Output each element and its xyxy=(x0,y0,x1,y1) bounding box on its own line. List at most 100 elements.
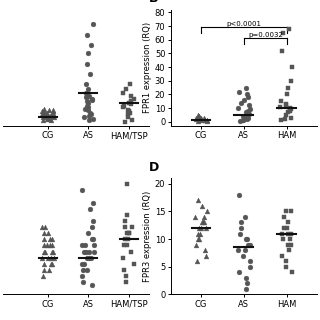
Point xyxy=(128,93,133,98)
Point xyxy=(196,114,202,119)
Point xyxy=(196,112,201,117)
Point xyxy=(286,242,291,247)
Point xyxy=(285,231,290,236)
Point xyxy=(85,108,91,113)
Point xyxy=(283,112,288,117)
Point xyxy=(124,231,129,236)
Point xyxy=(278,104,283,109)
Point xyxy=(121,255,126,260)
Point xyxy=(126,100,132,106)
Point xyxy=(281,236,286,242)
Point xyxy=(85,33,90,38)
Point xyxy=(131,261,136,266)
Point xyxy=(88,72,93,77)
Point xyxy=(125,182,130,187)
Point xyxy=(288,242,293,247)
Point xyxy=(198,231,203,236)
Point xyxy=(121,103,126,108)
Point xyxy=(125,115,131,120)
Point xyxy=(242,115,247,120)
Point xyxy=(279,118,284,123)
Point xyxy=(91,116,96,121)
Point xyxy=(42,268,47,273)
Point xyxy=(248,242,253,247)
Point xyxy=(46,108,52,113)
Point xyxy=(287,248,292,253)
Point xyxy=(245,236,250,242)
Point xyxy=(82,261,87,266)
Point xyxy=(86,113,91,118)
Point xyxy=(88,110,93,116)
Text: p<0.0001: p<0.0001 xyxy=(226,21,261,27)
Text: p=0.0032: p=0.0032 xyxy=(248,32,283,38)
Point xyxy=(40,117,45,123)
Point xyxy=(87,249,92,254)
Point xyxy=(40,255,45,260)
Point xyxy=(82,106,87,111)
Point xyxy=(48,116,53,121)
Point xyxy=(85,50,90,55)
Point xyxy=(286,220,291,225)
Point xyxy=(47,113,52,118)
Point xyxy=(247,107,252,112)
Point xyxy=(41,231,46,236)
Point xyxy=(48,243,53,248)
Point xyxy=(125,112,131,117)
Point xyxy=(47,237,52,242)
Point xyxy=(204,253,209,258)
Point xyxy=(283,209,288,214)
Point xyxy=(83,243,88,248)
Point xyxy=(46,255,51,260)
Point xyxy=(124,212,130,217)
Point xyxy=(124,280,129,285)
Point xyxy=(49,261,54,266)
Point xyxy=(279,253,284,258)
Point xyxy=(196,231,201,236)
Point xyxy=(123,219,128,224)
Point xyxy=(41,274,46,279)
Point xyxy=(288,115,293,120)
Point xyxy=(50,249,55,254)
Point xyxy=(245,108,250,113)
Point xyxy=(240,118,245,123)
Point xyxy=(49,255,54,260)
Point xyxy=(42,113,47,118)
Point xyxy=(45,115,50,120)
Point xyxy=(127,82,132,87)
Point xyxy=(283,103,288,108)
Point xyxy=(289,270,294,275)
Point xyxy=(244,281,249,286)
Point xyxy=(90,98,95,103)
Point xyxy=(122,119,127,124)
Point xyxy=(202,220,207,225)
Point xyxy=(204,209,209,214)
Point xyxy=(204,225,209,230)
Point xyxy=(84,99,89,104)
Point xyxy=(88,43,93,48)
Point xyxy=(202,214,207,220)
Point xyxy=(44,116,50,121)
Point xyxy=(91,249,96,254)
Point xyxy=(200,203,205,208)
Point xyxy=(121,243,126,248)
Point xyxy=(195,259,200,264)
Point xyxy=(41,237,46,242)
Point xyxy=(286,26,292,31)
Point xyxy=(247,259,252,264)
Point xyxy=(237,89,242,94)
Point xyxy=(40,112,45,117)
Point xyxy=(43,249,48,254)
Point xyxy=(40,225,45,230)
Point xyxy=(129,99,134,104)
Point xyxy=(282,225,287,230)
Text: D: D xyxy=(149,161,159,173)
Point xyxy=(239,225,244,230)
Point xyxy=(195,118,200,124)
Point xyxy=(203,118,208,123)
Point xyxy=(120,105,125,110)
Point xyxy=(89,96,94,101)
Point xyxy=(46,268,51,273)
Point xyxy=(49,113,54,118)
Point xyxy=(80,274,85,279)
Point xyxy=(284,101,289,107)
